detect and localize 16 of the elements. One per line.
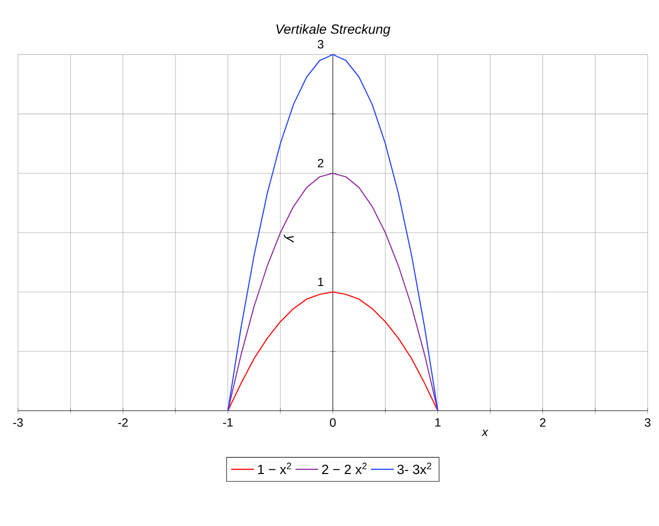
y-tick-label: 1: [318, 278, 324, 286]
x-tick-label: -3: [13, 418, 23, 427]
legend-label: 3- 3x$^{2}$: [397, 462, 432, 474]
y-tick-label: 2: [318, 158, 324, 168]
x-axis-title: x: [482, 430, 488, 436]
chart-title: Vertikale Streckung: [276, 24, 390, 36]
y-tick-label: 3: [318, 40, 324, 48]
legend-label: 2 − 2 x$^{2}$: [322, 462, 367, 474]
x-tick-label: -2: [118, 418, 128, 427]
legend-label: 1 − x$^{2}$: [258, 462, 292, 474]
x-tick-label: -1: [223, 418, 233, 426]
x-tick-label: 2: [540, 418, 546, 427]
x-tick-label: 1: [435, 418, 441, 426]
x-tick-label: 3: [644, 418, 650, 427]
y-axis-title: y: [284, 234, 294, 242]
x-tick-label: 0: [330, 418, 336, 427]
